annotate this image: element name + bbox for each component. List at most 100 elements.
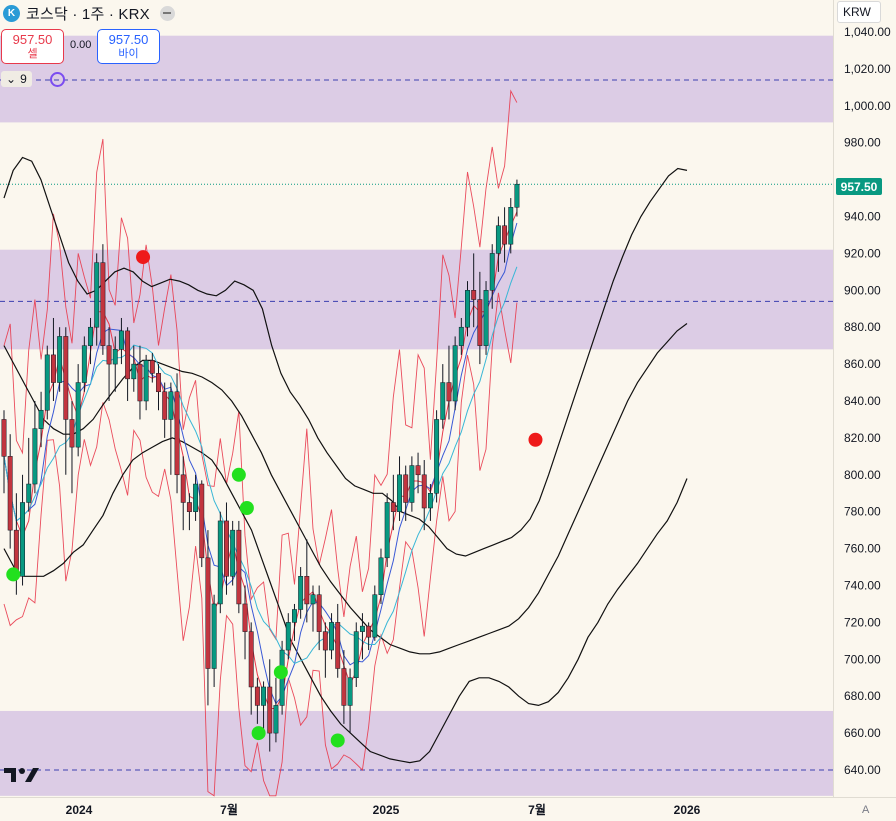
candle-body: [149, 360, 155, 374]
candle: [242, 585, 248, 660]
candle-body: [292, 609, 297, 623]
candle-body: [131, 363, 137, 380]
candle-body: [446, 382, 452, 402]
candle-body: [199, 483, 205, 559]
candle: [118, 317, 124, 365]
candle: [378, 548, 384, 604]
candle: [341, 650, 347, 724]
indicator-toggle[interactable]: ⌄ 9: [1, 71, 32, 87]
ma-fast: [3, 211, 518, 709]
candle-body: [427, 493, 433, 509]
candle-body: [322, 631, 328, 651]
candle: [465, 281, 470, 337]
price-axis-label: 680.00: [844, 689, 881, 703]
auto-scale-button[interactable]: A: [862, 804, 870, 816]
candle-body: [112, 349, 118, 365]
candle: [38, 391, 44, 448]
candle-body: [514, 183, 520, 208]
candle-body: [502, 225, 508, 245]
price-axis-label: 1,040.00: [844, 25, 891, 39]
candle: [106, 327, 112, 401]
sell-label: 셀: [27, 47, 38, 60]
candle-body: [236, 529, 242, 605]
buy-price: 957.50: [108, 31, 149, 47]
candle-body: [415, 465, 421, 476]
candle: [316, 585, 322, 651]
candle: [57, 327, 63, 392]
candle: [267, 659, 273, 752]
candle: [199, 480, 205, 568]
candle-body: [1, 419, 7, 457]
candle: [26, 437, 32, 512]
candle-body: [329, 622, 334, 651]
candle-body: [341, 668, 347, 706]
candle-body: [118, 330, 124, 350]
candle: [217, 511, 223, 614]
candle-body: [32, 428, 38, 485]
time-axis-label: 2026: [674, 803, 701, 817]
buy-button[interactable]: 957.50 바이: [97, 29, 160, 64]
candle: [168, 382, 174, 475]
price-axis-label: 640.00: [844, 763, 881, 777]
symbol-header: K 코스닥 · 1주 · KRX: [0, 0, 175, 26]
buy-signal-dot: [231, 467, 246, 482]
time-axis-label: 2025: [373, 803, 400, 817]
sell-button[interactable]: 957.50 셀: [1, 29, 64, 64]
candle-body: [477, 299, 483, 346]
candle: [211, 594, 217, 687]
candle-body: [440, 382, 446, 420]
candle-body: [248, 631, 254, 688]
candle-body: [403, 474, 409, 503]
candle-body: [304, 576, 310, 605]
candle: [502, 207, 508, 263]
candle: [421, 460, 427, 531]
buy-label: 바이: [118, 47, 139, 60]
candle: [304, 539, 310, 623]
candle: [174, 373, 180, 494]
candle: [409, 456, 415, 512]
candle-body: [261, 686, 267, 706]
candle: [452, 336, 458, 411]
ma-mid: [3, 222, 518, 705]
volatility-line-upper: [3, 89, 518, 641]
tradingview-logo-icon[interactable]: [3, 764, 39, 784]
volatility-line-lower: [3, 292, 518, 797]
candle-body: [186, 502, 192, 512]
candle: [149, 353, 155, 383]
candle: [292, 603, 297, 641]
candle: [63, 327, 69, 475]
candle: [180, 456, 186, 531]
candle: [471, 253, 477, 328]
zone-band-2: [0, 710, 833, 796]
candle: [236, 520, 242, 614]
candle-body: [20, 502, 25, 577]
price-axis-label: 660.00: [844, 726, 881, 740]
candle: [143, 354, 149, 411]
price-axis-label: 800.00: [844, 468, 881, 482]
currency-selector[interactable]: KRW: [837, 1, 881, 23]
candle-body: [230, 529, 236, 577]
candle: [273, 677, 279, 743]
candle-body: [38, 409, 44, 429]
candle-body: [452, 345, 458, 402]
symbol-title[interactable]: 코스닥 · 1주 · KRX: [26, 5, 150, 23]
candle-body: [465, 290, 470, 328]
candle: [44, 345, 50, 420]
candle-body: [353, 631, 359, 678]
candle-body: [267, 686, 273, 734]
candle-body: [298, 576, 304, 610]
candle-body: [137, 363, 143, 402]
price-axis-label: 860.00: [844, 357, 881, 371]
candle: [310, 585, 316, 632]
candle: [403, 465, 409, 521]
price-axis-label: 1,020.00: [844, 62, 891, 76]
collapse-icon[interactable]: [159, 5, 175, 21]
time-axis-label: 7월: [528, 802, 546, 817]
buy-signal-dot: [239, 501, 254, 516]
candle: [353, 622, 359, 687]
candle-body: [483, 290, 489, 346]
candle: [458, 317, 464, 355]
candle: [446, 345, 452, 420]
indicator-settings-icon[interactable]: [49, 71, 65, 87]
